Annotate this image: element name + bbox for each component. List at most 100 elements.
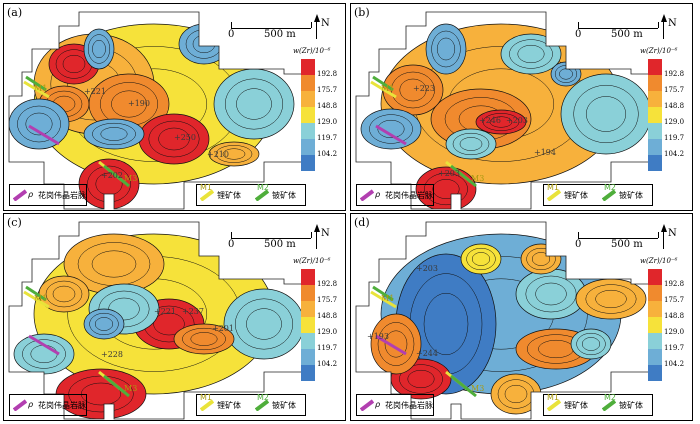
contour-line	[432, 179, 460, 199]
pegmatite-symbol: ρ	[375, 400, 381, 409]
north-label: N	[321, 228, 330, 239]
colorbar-swatch	[648, 91, 662, 107]
contour-line	[236, 88, 272, 120]
be-ore-code: M2	[257, 393, 269, 402]
pegmatite-icon	[360, 189, 374, 201]
colorbar-swatch	[648, 285, 662, 301]
scale-bar: 0 500 m	[573, 226, 683, 254]
sample-value-label: +194	[534, 148, 556, 157]
colorbar-swatch	[648, 349, 662, 365]
colorbar-swatch	[301, 365, 315, 381]
contour-zone	[515, 268, 587, 320]
contour-line	[377, 322, 415, 366]
colorbar-tick-label: 129.0	[317, 328, 338, 336]
li-ore-code: M1	[200, 183, 212, 192]
contour-line	[489, 116, 513, 128]
scale-zero: 0	[228, 239, 235, 250]
contour-line	[466, 247, 496, 271]
contour-zone	[445, 128, 497, 160]
colorbar-tick-label: 119.7	[664, 344, 685, 352]
sample-value-label: +202	[101, 171, 123, 180]
survey-boundary	[355, 11, 652, 210]
contour-line	[94, 317, 114, 331]
colorbar-tick-label: 104.2	[664, 150, 685, 158]
colorbar-swatch	[301, 317, 315, 333]
contour-line	[424, 172, 468, 206]
contour-line	[509, 39, 553, 69]
colorbar-tick-label: 192.8	[664, 70, 685, 78]
colorbar-swatch	[648, 155, 662, 171]
colorbar-swatch	[648, 107, 662, 123]
survey-boundary	[8, 221, 305, 420]
be-ore-icon	[602, 399, 616, 411]
sample-value-label: +210	[207, 150, 229, 159]
colorbar-tick-label: 192.8	[317, 70, 338, 78]
contour-line	[89, 312, 119, 336]
contour-line	[517, 44, 545, 64]
scale-zero: 0	[575, 29, 582, 40]
colorbar	[301, 59, 315, 171]
ore-body-symbol	[370, 290, 397, 309]
contour-line	[91, 250, 137, 278]
contour-line	[531, 252, 551, 266]
li-ore-code: M1	[547, 183, 559, 192]
contour-zone	[13, 333, 75, 375]
pegmatite-label: 花岗伟晶岩脉	[385, 191, 433, 200]
colorbar-swatch	[301, 123, 315, 139]
be-ore-label: 铍矿体	[272, 191, 296, 200]
ore-label-m3: M3	[471, 174, 485, 183]
sample-value-label: +193	[367, 332, 389, 341]
contour-line	[369, 114, 413, 144]
contour-zone	[83, 308, 125, 340]
li-ore-icon	[547, 189, 561, 201]
contour-line	[399, 78, 427, 102]
contour-line	[52, 285, 76, 303]
colorbar-swatch	[301, 301, 315, 317]
north-label: N	[668, 228, 677, 239]
ore-legend: M1 锂矿体 M2 铍矿体	[196, 393, 306, 416]
colorbar-tick-label: 104.2	[664, 360, 685, 368]
colorbar-swatch	[301, 107, 315, 123]
colorbar-swatch	[301, 155, 315, 171]
contour-line	[436, 37, 456, 61]
be-ore-label: 铍矿体	[619, 401, 643, 410]
be-ore-icon	[602, 189, 616, 201]
scale-length: 500 m	[264, 239, 296, 250]
li-ore-label: 锂矿体	[217, 191, 241, 200]
contour-line	[22, 339, 66, 369]
contour-line	[62, 54, 86, 74]
colorbar-tick-label: 104.2	[317, 150, 338, 158]
contour-line	[482, 113, 520, 131]
ore-legend: M1 锂矿体 M2 铍矿体	[196, 183, 306, 206]
colorbar-swatch	[301, 285, 315, 301]
pegmatite-label: 花岗伟晶岩脉	[38, 191, 86, 200]
panel-label: (c)	[7, 216, 22, 229]
sample-value-label: +244	[416, 349, 438, 358]
sample-value-label: +237	[182, 307, 204, 316]
sample-value-label: +203	[506, 116, 528, 125]
panel-label: (b)	[354, 6, 370, 19]
ore-body-symbol	[25, 285, 47, 302]
contour-line	[407, 369, 435, 389]
contour-line	[246, 308, 282, 340]
contour-line	[87, 34, 111, 64]
panel-label: (d)	[354, 216, 370, 229]
pegmatite-legend: ρ 花岗伟晶岩脉	[9, 394, 87, 416]
sample-value-label: +223	[413, 84, 435, 93]
contour-line	[431, 30, 461, 68]
contour-line	[234, 298, 294, 350]
contour-map	[355, 221, 652, 420]
ore-body-symbol	[450, 374, 477, 398]
colorbar	[648, 59, 662, 171]
contour-line	[576, 332, 606, 356]
colorbar-swatch	[648, 301, 662, 317]
be-ore-icon	[255, 399, 269, 411]
colorbar-swatch	[648, 59, 662, 75]
li-ore-icon	[200, 399, 214, 411]
contour-line	[504, 384, 528, 404]
colorbar-swatch	[648, 269, 662, 285]
ore-label-m3: M3	[124, 384, 138, 393]
ore-body-symbol	[370, 80, 397, 99]
